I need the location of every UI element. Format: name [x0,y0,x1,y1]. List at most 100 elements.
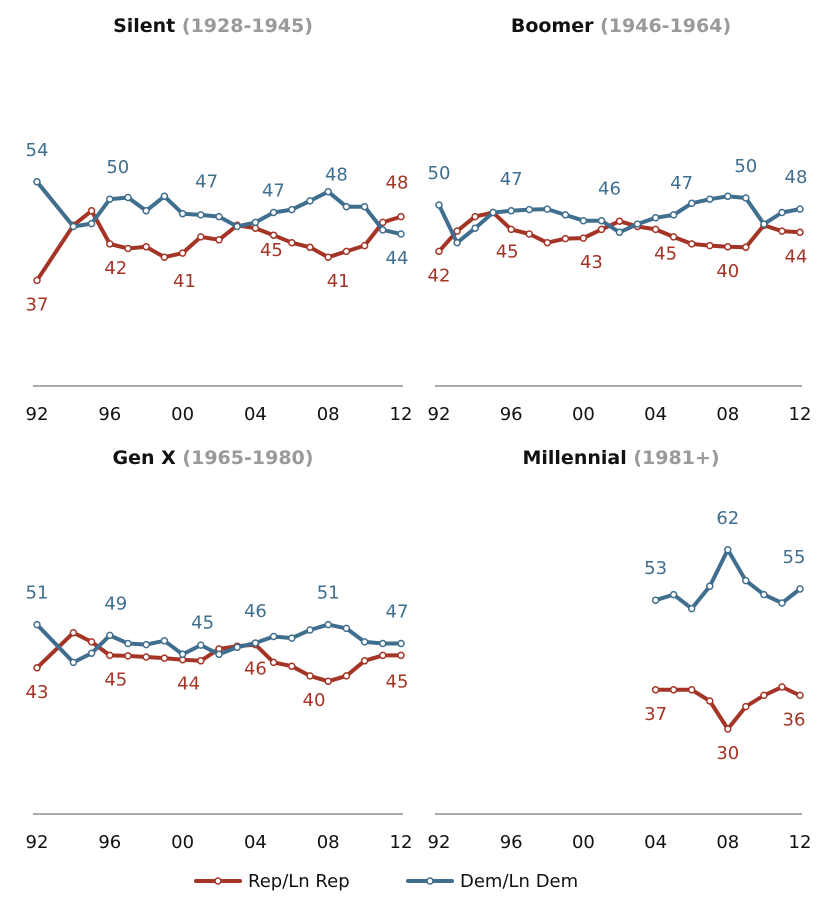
data-point-rep [507,225,515,234]
x-tick-label: 08 [317,832,340,853]
data-label-dem: 48 [325,165,348,186]
data-point-rep [360,657,369,665]
data-point-rep [742,243,750,252]
data-point-rep [33,664,41,672]
data-point-rep [687,686,696,694]
panel-title: Millennial (1981+) [522,447,719,469]
x-tick-label: 04 [644,404,667,425]
panel-title: Gen X (1965-1980) [113,447,314,469]
x-tick-label: 00 [171,404,194,425]
data-point-dem [269,632,278,641]
data-label-dem: 47 [262,180,285,201]
data-label-dem: 51 [317,583,340,604]
data-point-dem [706,195,714,203]
x-tick-label: 08 [317,404,340,425]
panel-title: Silent (1928-1945) [113,15,313,37]
data-point-dem [142,640,150,649]
data-point-rep [288,662,296,670]
data-point-dem [342,202,351,211]
data-point-dem [379,639,387,648]
data-label-rep: 45 [386,671,409,692]
data-label-dem: 47 [500,169,523,190]
data-point-dem [669,211,678,219]
data-point-rep [197,657,205,665]
data-label-rep: 42 [428,265,451,286]
x-tick-label: 92 [428,832,451,853]
data-point-dem [288,634,296,642]
data-point-dem [360,202,369,211]
legend-marker-rep [214,877,222,885]
data-point-rep [87,207,96,215]
data-point-rep [778,227,786,235]
data-label-dem: 46 [598,179,621,200]
data-point-dem [651,214,660,222]
x-tick-label: 00 [572,832,595,853]
data-label-rep: 45 [496,241,519,262]
data-point-rep [651,686,660,694]
data-point-rep [778,683,786,691]
x-tick-label: 12 [789,832,812,853]
data-point-dem [124,193,132,202]
data-point-dem [215,212,223,221]
x-tick-label: 96 [500,832,523,853]
data-label-dem: 50 [428,163,451,184]
x-tick-label: 04 [244,832,267,853]
legend-marker-dem [426,877,434,885]
x-tick-label: 00 [171,832,194,853]
x-tick-label: 08 [716,404,739,425]
data-label-dem: 49 [104,593,127,614]
data-point-dem [324,620,332,629]
data-point-dem [215,650,223,659]
data-point-dem [796,205,804,213]
data-point-dem [251,218,260,227]
data-point-rep [796,228,804,237]
data-point-rep [397,212,405,221]
data-point-dem [288,205,296,214]
data-point-rep [742,702,750,711]
data-point-rep [142,243,150,251]
data-label-rep: 37 [644,704,667,725]
data-point-rep [706,697,714,705]
data-point-dem [796,585,804,593]
data-label-dem: 50 [106,157,129,178]
data-point-dem [525,205,534,214]
data-point-dem [160,637,169,645]
data-point-dem [778,599,786,607]
data-label-rep: 40 [716,261,739,282]
data-point-dem [233,222,241,231]
data-point-dem [760,590,768,599]
data-point-dem [306,197,314,205]
x-tick-label: 96 [500,404,523,425]
data-point-rep [360,241,369,250]
data-label-rep: 37 [26,294,49,315]
data-point-rep [306,672,314,680]
data-point-rep [324,253,332,261]
data-point-rep [106,651,114,660]
data-point-dem [142,207,150,215]
x-tick-label: 96 [98,832,121,853]
x-tick-label: 92 [26,832,49,853]
x-tick-label: 12 [789,404,812,425]
data-point-dem [760,220,768,228]
data-point-dem [178,650,187,659]
data-label-dem: 62 [716,508,739,529]
data-point-rep [269,658,278,667]
data-label-rep: 40 [303,690,326,711]
data-point-rep [724,725,732,733]
panel-title-main: Gen X [113,447,177,469]
data-point-dem [687,604,696,613]
legend-label-dem: Dem/Ln Dem [460,871,578,892]
data-point-dem [471,224,479,232]
data-point-dem [687,199,696,208]
panel-title-subtitle: (1965-1980) [176,447,314,469]
data-label-dem: 47 [670,173,693,194]
data-point-rep [33,276,41,285]
panel-title-subtitle: (1981+) [627,447,720,469]
data-point-dem [633,220,642,228]
data-point-dem [197,641,205,649]
data-point-rep [615,217,624,225]
x-tick-label: 00 [572,404,595,425]
data-point-rep [106,240,114,248]
data-point-rep [543,238,552,247]
